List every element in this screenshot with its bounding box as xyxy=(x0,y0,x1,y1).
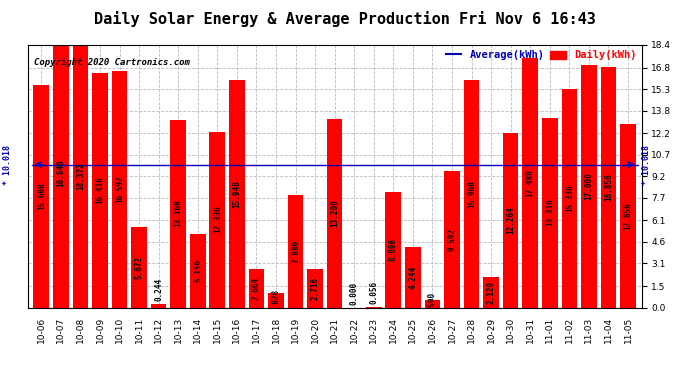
Text: 13.316: 13.316 xyxy=(545,199,554,226)
Bar xyxy=(464,80,480,308)
Text: * 10.018: * 10.018 xyxy=(642,145,651,184)
Bar xyxy=(405,247,421,308)
Text: 13.200: 13.200 xyxy=(330,200,339,227)
Text: 2.120: 2.120 xyxy=(486,281,495,304)
Bar xyxy=(190,234,206,308)
Bar xyxy=(112,71,128,308)
Bar xyxy=(483,277,499,308)
Bar xyxy=(229,80,245,308)
Bar xyxy=(92,73,108,308)
Bar xyxy=(307,269,323,308)
Bar xyxy=(522,58,538,308)
Text: 9.592: 9.592 xyxy=(448,228,457,251)
Bar xyxy=(72,45,88,308)
Bar xyxy=(34,85,49,308)
Bar xyxy=(600,67,616,308)
Text: 1.028: 1.028 xyxy=(271,289,280,312)
Bar xyxy=(503,132,518,308)
Text: Copyright 2020 Cartronics.com: Copyright 2020 Cartronics.com xyxy=(34,58,190,67)
Bar xyxy=(444,171,460,308)
Bar xyxy=(424,300,440,307)
Text: 0.056: 0.056 xyxy=(369,281,378,304)
Text: 2.664: 2.664 xyxy=(252,277,261,300)
Legend: Average(kWh), Daily(kWh): Average(kWh), Daily(kWh) xyxy=(446,50,636,60)
Text: 12.336: 12.336 xyxy=(213,206,221,233)
Text: * 10.018: * 10.018 xyxy=(3,145,12,184)
Bar xyxy=(327,119,342,308)
Bar xyxy=(288,195,304,308)
Text: 2.716: 2.716 xyxy=(310,277,319,300)
Bar xyxy=(170,120,186,308)
Text: 4.244: 4.244 xyxy=(408,266,417,289)
Text: 7.880: 7.880 xyxy=(291,240,300,263)
Text: 18.840: 18.840 xyxy=(57,159,66,187)
Text: 15.948: 15.948 xyxy=(233,180,241,208)
Text: 16.592: 16.592 xyxy=(115,175,124,203)
Text: 12.264: 12.264 xyxy=(506,206,515,234)
Text: 5.672: 5.672 xyxy=(135,255,144,279)
Text: 17.480: 17.480 xyxy=(526,169,535,196)
Text: 0.244: 0.244 xyxy=(154,278,163,301)
Bar xyxy=(542,117,558,308)
Text: Daily Solar Energy & Average Production Fri Nov 6 16:43: Daily Solar Energy & Average Production … xyxy=(94,11,596,27)
Text: 13.168: 13.168 xyxy=(174,200,183,228)
Text: 16.856: 16.856 xyxy=(604,173,613,201)
Bar xyxy=(268,293,284,308)
Bar xyxy=(366,307,382,308)
Bar xyxy=(581,65,597,308)
Bar xyxy=(210,132,225,308)
Bar xyxy=(620,124,635,308)
Bar xyxy=(151,304,166,307)
Bar xyxy=(386,192,401,308)
Text: 18.372: 18.372 xyxy=(76,163,85,190)
Bar xyxy=(562,89,577,308)
Text: 16.416: 16.416 xyxy=(95,177,104,204)
Text: 5.156: 5.156 xyxy=(193,259,202,282)
Text: 17.000: 17.000 xyxy=(584,172,593,200)
Text: 15.960: 15.960 xyxy=(467,180,476,207)
Text: 15.608: 15.608 xyxy=(37,182,46,210)
Bar xyxy=(131,226,147,308)
Text: 8.096: 8.096 xyxy=(389,238,398,261)
Text: 0.500: 0.500 xyxy=(428,292,437,315)
Bar xyxy=(53,39,69,308)
Text: 12.856: 12.856 xyxy=(624,202,633,229)
Text: 0.000: 0.000 xyxy=(350,282,359,304)
Bar xyxy=(248,270,264,308)
Text: 15.336: 15.336 xyxy=(565,184,574,212)
